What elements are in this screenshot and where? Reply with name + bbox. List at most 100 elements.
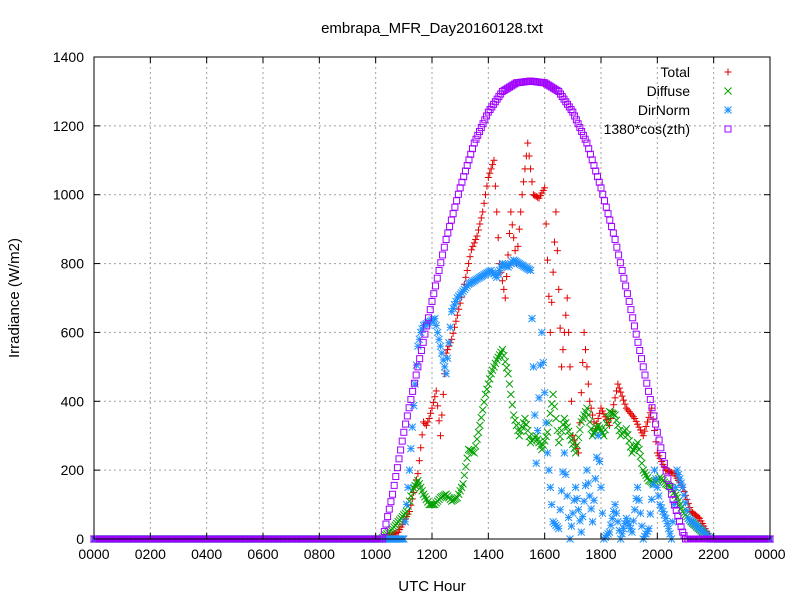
data-point	[511, 247, 519, 255]
y-tick-label: 1400	[53, 49, 84, 65]
data-point	[503, 272, 511, 280]
y-tick-labels: 0 200 400 600 800 1000 1200 1400	[53, 49, 84, 547]
data-point	[470, 449, 479, 457]
data-point	[408, 423, 417, 431]
data-point	[466, 253, 474, 261]
data-point	[645, 387, 653, 395]
data-point	[507, 208, 515, 216]
legend-marker	[724, 125, 732, 133]
data-point	[509, 411, 518, 419]
data-point	[463, 266, 471, 274]
data-point	[553, 247, 561, 255]
x-tick-label: 1000	[360, 546, 391, 562]
data-point	[578, 512, 587, 521]
data-point	[636, 347, 644, 355]
data-point	[628, 528, 636, 536]
data-point	[655, 436, 663, 444]
data-point	[409, 387, 417, 395]
data-point	[517, 208, 525, 216]
data-point	[671, 501, 679, 509]
data-point	[494, 234, 502, 242]
data-point	[549, 268, 557, 276]
data-point	[407, 396, 415, 404]
data-point	[449, 329, 457, 337]
data-point	[668, 517, 677, 526]
data-point	[418, 431, 426, 439]
data-point	[501, 357, 510, 366]
data-point	[614, 380, 622, 388]
data-point	[595, 457, 604, 466]
data-point	[548, 298, 556, 306]
data-point	[518, 191, 526, 199]
data-point	[435, 417, 443, 425]
data-point	[664, 475, 672, 483]
data-point	[664, 524, 673, 533]
data-point	[567, 397, 575, 405]
data-point	[666, 482, 674, 490]
data-point	[480, 199, 488, 207]
data-point	[618, 392, 626, 400]
data-point	[428, 404, 436, 412]
data-point	[515, 225, 523, 233]
data-point	[540, 388, 549, 397]
data-point	[574, 505, 583, 514]
data-point	[550, 402, 559, 411]
data-point	[545, 466, 553, 474]
data-point	[646, 510, 655, 518]
y-tick-label: 800	[61, 256, 85, 272]
data-point	[505, 229, 513, 237]
data-point	[507, 390, 515, 399]
data-point	[478, 406, 487, 414]
data-point	[521, 414, 529, 423]
data-point	[407, 492, 415, 500]
data-point	[615, 384, 623, 392]
data-point	[445, 338, 453, 347]
data-point	[573, 441, 581, 450]
data-point	[609, 229, 617, 237]
data-point	[637, 459, 646, 468]
data-point	[620, 396, 628, 404]
data-point	[627, 306, 635, 314]
data-point	[635, 423, 643, 431]
data-point	[635, 496, 643, 505]
data-point	[449, 210, 457, 218]
x-tick-label: 2200	[698, 546, 729, 562]
data-point	[629, 413, 637, 421]
legend-entry-label: DirNorm	[638, 102, 690, 118]
data-point	[417, 444, 425, 452]
data-point	[598, 509, 607, 518]
data-point	[487, 165, 495, 173]
data-point	[459, 480, 467, 488]
data-point	[677, 523, 685, 531]
data-point	[511, 80, 519, 88]
data-point	[500, 285, 508, 293]
data-point	[428, 500, 436, 509]
data-point	[607, 521, 615, 530]
data-point	[433, 328, 442, 337]
legend-entry-label: Diffuse	[647, 83, 691, 99]
data-point	[508, 221, 516, 229]
data-point	[602, 203, 610, 211]
data-point	[491, 182, 499, 190]
x-tick-label: 0600	[247, 546, 278, 562]
data-point	[540, 437, 549, 445]
data-point	[527, 165, 535, 173]
data-point	[594, 431, 603, 440]
data-point	[493, 208, 501, 216]
data-point	[584, 380, 592, 388]
data-point	[563, 294, 571, 302]
data-point	[440, 363, 449, 371]
data-point	[502, 363, 511, 372]
data-point	[405, 466, 414, 474]
data-point	[476, 127, 484, 135]
data-point	[611, 411, 619, 419]
data-point	[483, 182, 491, 190]
data-point	[561, 418, 570, 427]
data-point	[585, 418, 594, 426]
data-point	[642, 423, 650, 431]
data-point	[608, 223, 616, 231]
data-point	[484, 380, 493, 388]
data-point	[428, 297, 436, 305]
data-point	[384, 513, 392, 521]
data-point	[446, 223, 454, 231]
